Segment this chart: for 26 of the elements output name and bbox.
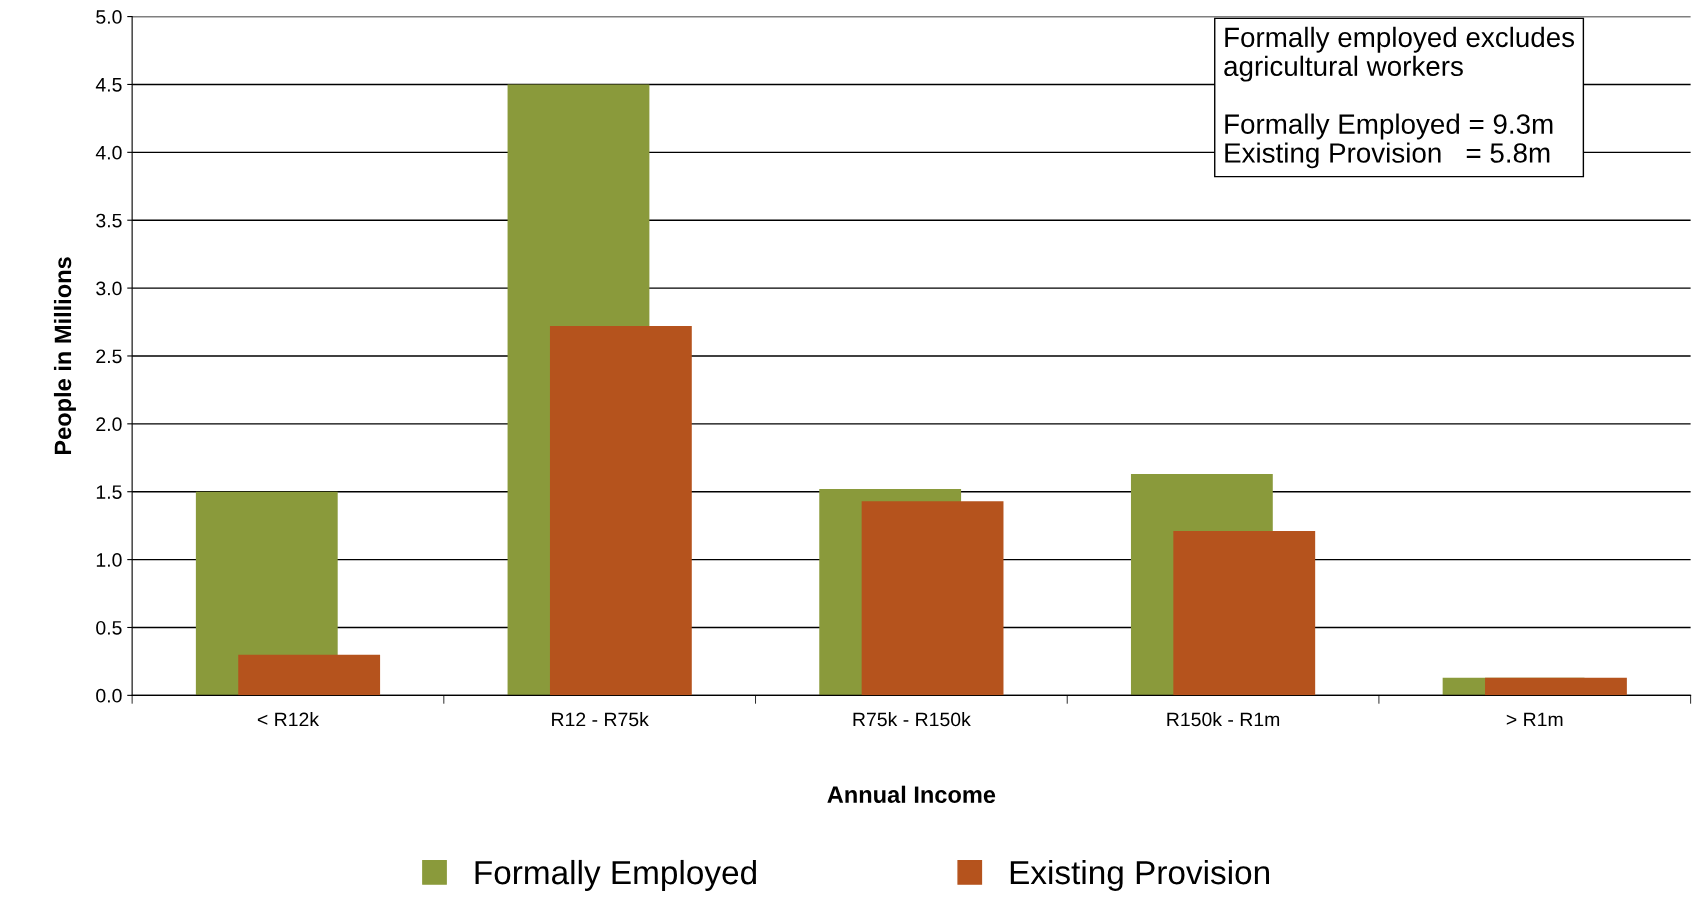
bar — [1485, 677, 1627, 696]
y-tick-label: 1.0 — [96, 553, 122, 567]
bar — [549, 326, 692, 696]
x-tick-label: R150k - R1m — [1167, 712, 1280, 727]
y-tick-label: 2.0 — [96, 417, 122, 432]
x-tick-label: R75k - R150k — [853, 712, 971, 727]
y-tick-label: 0.0 — [96, 688, 122, 703]
y-axis-title: People in Millions — [53, 257, 76, 455]
annotation: Formally employed excludes agricultural workers Formally Employed = 9.3m Existing Provision = 5.8m — [1224, 26, 1575, 169]
y-tick-label: 1.5 — [96, 485, 122, 499]
y-tick-label: 0.5 — [96, 620, 122, 635]
bar — [1173, 531, 1316, 696]
y-tick-label: 4.5 — [95, 78, 122, 92]
bar — [861, 501, 1004, 696]
y-tick-label: 4.0 — [95, 145, 122, 160]
y-tick-label: 3.0 — [96, 281, 122, 296]
x-tick-label: < R12k — [257, 712, 320, 727]
legend-label: Existing Provision — [1010, 859, 1269, 891]
legend-label: Formally Employed — [475, 859, 756, 891]
x-axis-title: Annual Income — [827, 785, 996, 804]
y-tick-label: 5.0 — [96, 10, 122, 24]
y-tick-label: 3.5 — [96, 213, 122, 228]
y-tick-label: 2.5 — [96, 349, 122, 364]
x-tick-label: R12 - R75k — [552, 712, 649, 727]
x-tick-label: > R1m — [1506, 712, 1563, 727]
bar — [238, 654, 381, 696]
